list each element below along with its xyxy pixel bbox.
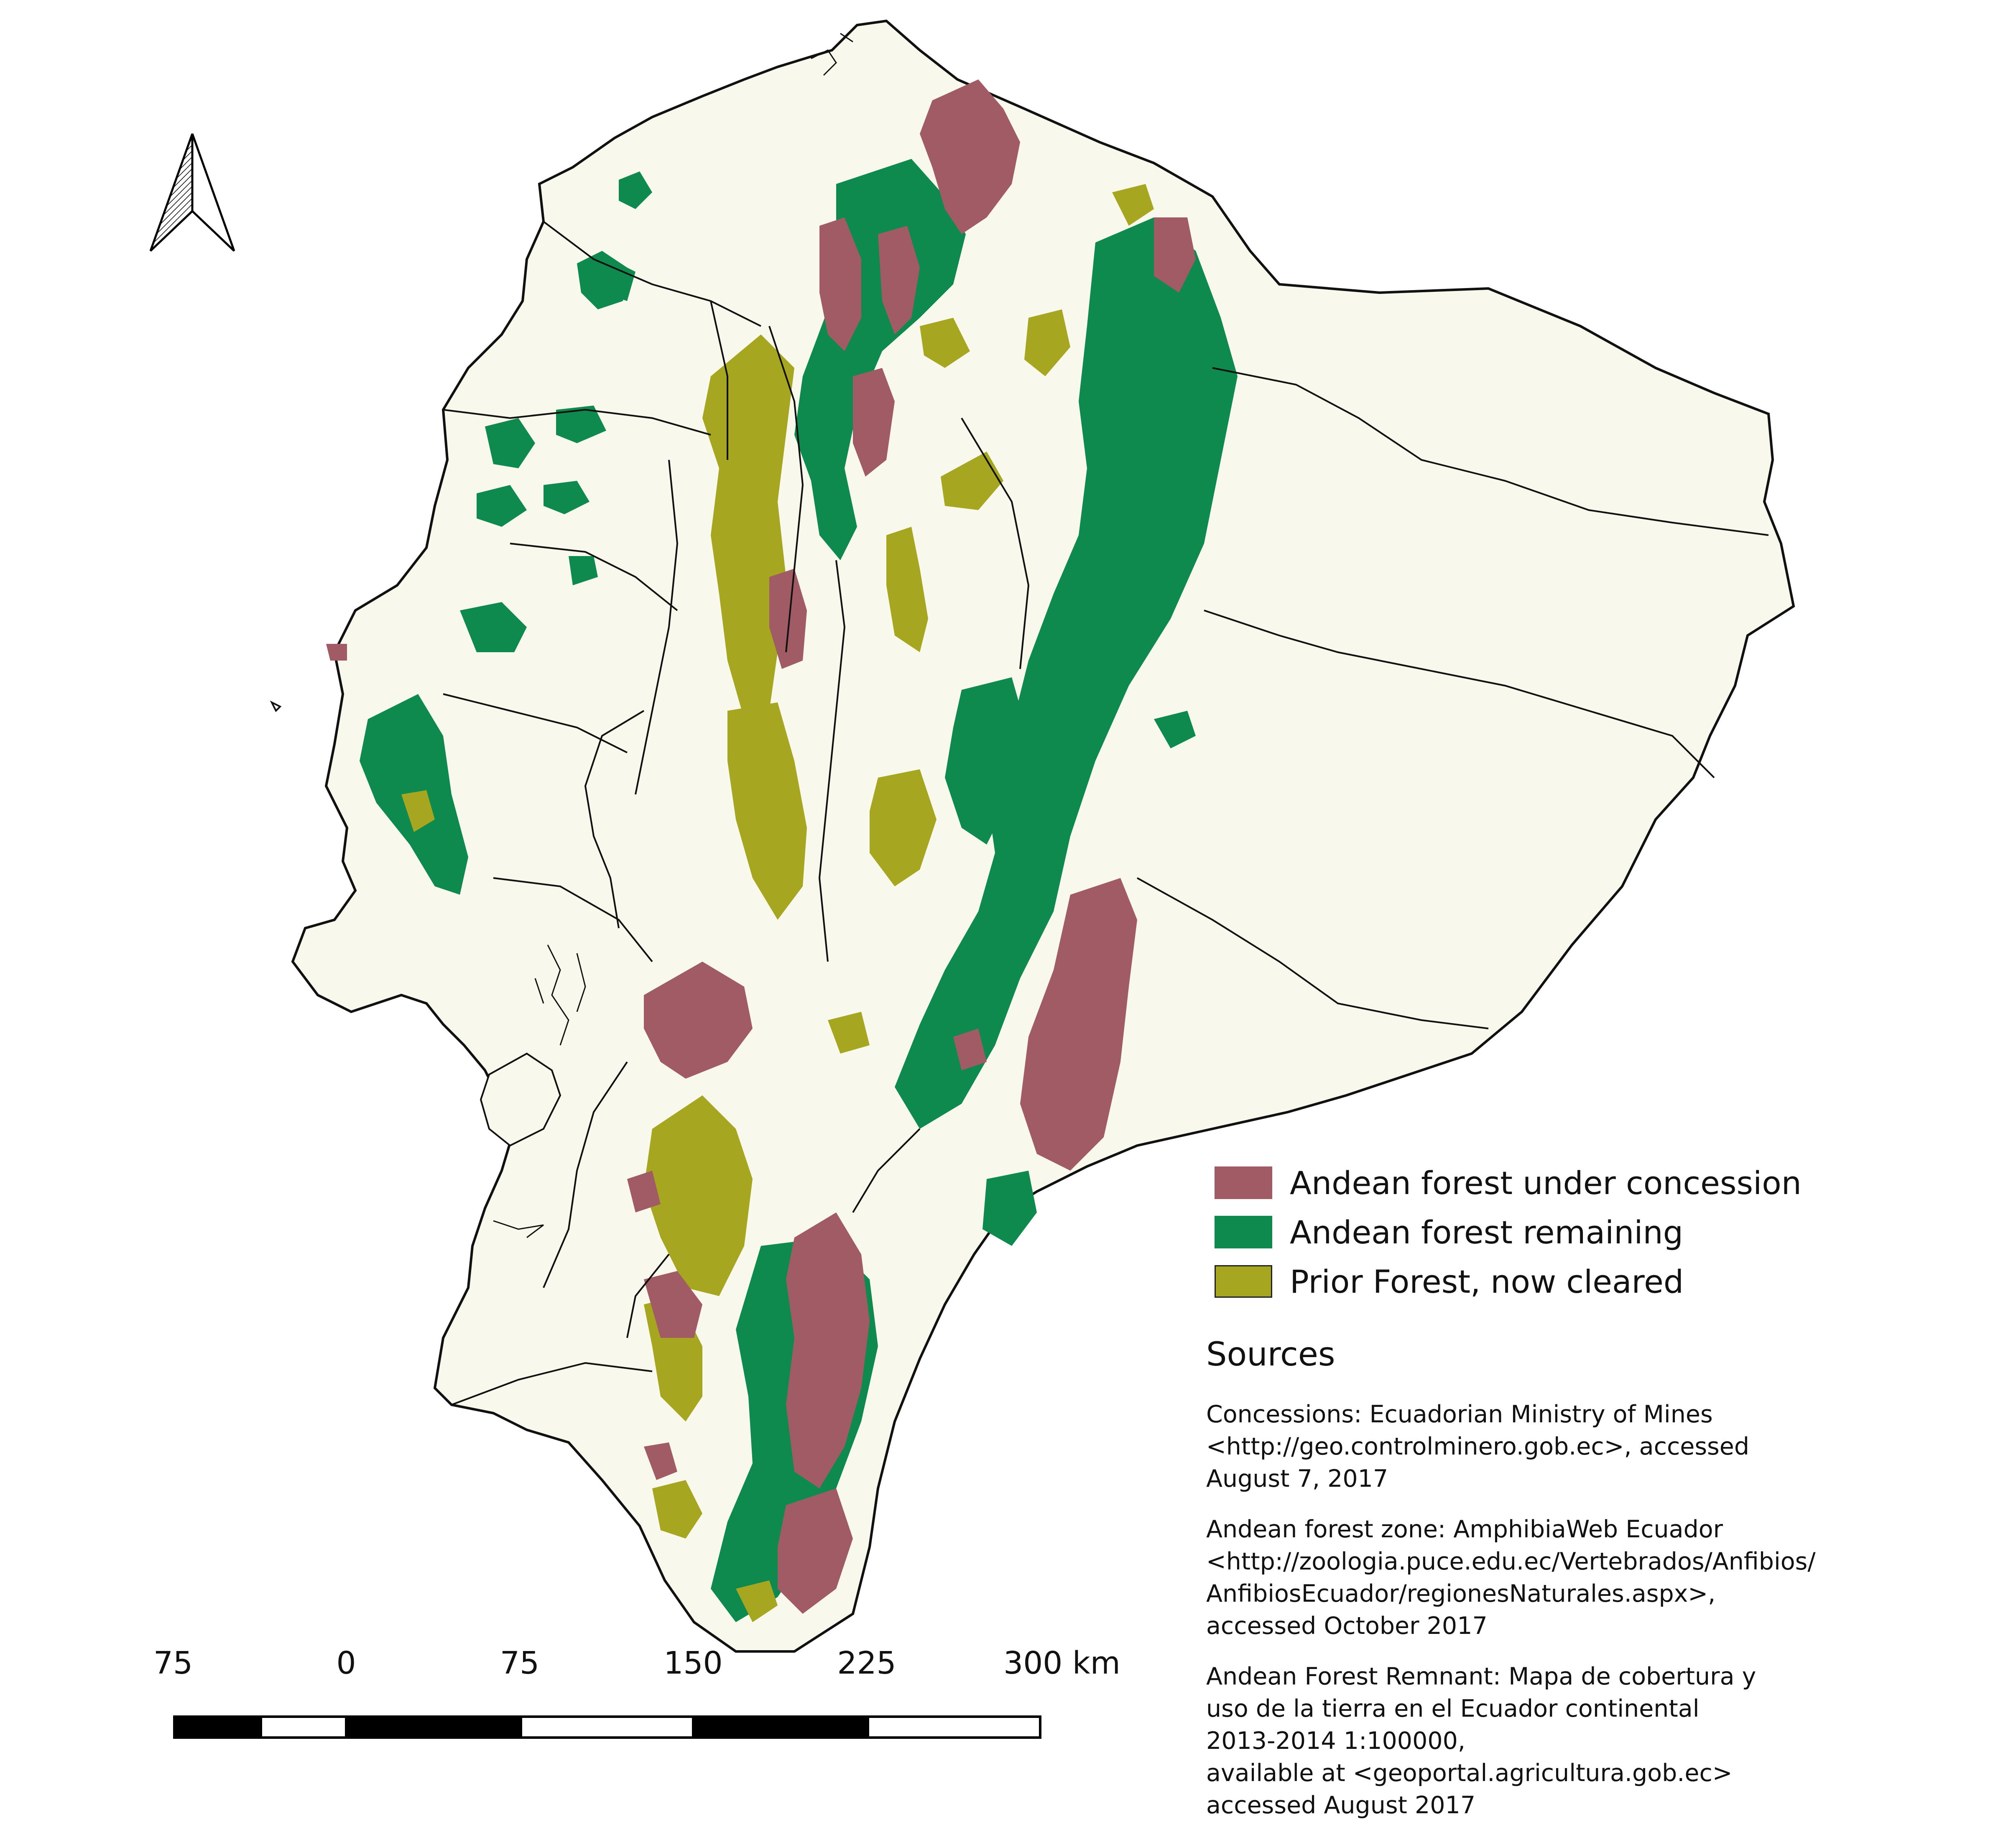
scale-label: 150 bbox=[663, 1645, 723, 1681]
sources-title: Sources bbox=[1206, 1336, 1335, 1373]
legend: Andean forest under concession Andean fo… bbox=[1215, 1158, 1802, 1306]
scale-segment bbox=[867, 1715, 1041, 1739]
galapagos-marker bbox=[270, 700, 282, 712]
north-coast-islands bbox=[811, 33, 853, 76]
north-arrow-icon bbox=[149, 133, 235, 252]
source-entry-concessions: Concessions: Ecuadorian Ministry of Mine… bbox=[1206, 1401, 1750, 1493]
province-borders bbox=[443, 221, 1769, 1406]
legend-item-concession: Andean forest under concession bbox=[1215, 1158, 1802, 1207]
scale-label: 75 bbox=[500, 1645, 540, 1681]
legend-swatch-concession bbox=[1215, 1166, 1272, 1199]
legend-label: Prior Forest, now cleared bbox=[1290, 1263, 1684, 1300]
scale-label: 0 bbox=[336, 1645, 356, 1681]
puna-island bbox=[480, 1052, 561, 1147]
scale-label: 75 bbox=[153, 1645, 193, 1681]
scale-segment bbox=[520, 1715, 694, 1739]
legend-item-cleared: Prior Forest, now cleared bbox=[1215, 1257, 1802, 1306]
scale-label: 300 km bbox=[1003, 1645, 1120, 1681]
legend-swatch-cleared bbox=[1215, 1265, 1272, 1298]
forest-concession-layer bbox=[326, 79, 1196, 1614]
source-entry-forest-zone: Andean forest zone: AmphibiaWeb Ecuador … bbox=[1206, 1516, 1816, 1640]
scale-segment bbox=[260, 1715, 347, 1739]
scale-segment bbox=[173, 1715, 261, 1739]
scale-label: 225 bbox=[837, 1645, 896, 1681]
estuary-lines bbox=[493, 944, 586, 1238]
legend-label: Andean forest under concession bbox=[1290, 1164, 1802, 1202]
legend-item-remaining: Andean forest remaining bbox=[1215, 1207, 1802, 1257]
scale-segment bbox=[693, 1715, 868, 1739]
scale-segment bbox=[346, 1715, 521, 1739]
legend-swatch-remaining bbox=[1215, 1216, 1272, 1248]
sources-panel: Sources Concessions: Ecuadorian Ministry… bbox=[1206, 1336, 1875, 1840]
source-entry-forest-remnant: Andean Forest Remnant: Mapa de cobertura… bbox=[1206, 1663, 1756, 1819]
legend-label: Andean forest remaining bbox=[1290, 1213, 1683, 1251]
